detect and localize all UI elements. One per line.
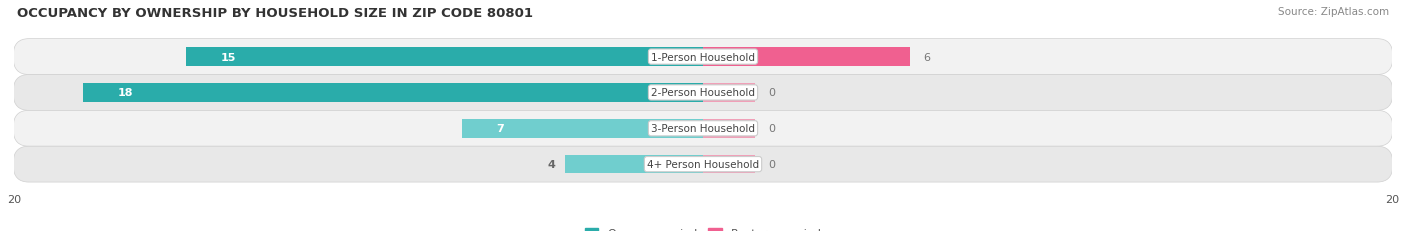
Text: OCCUPANCY BY OWNERSHIP BY HOUSEHOLD SIZE IN ZIP CODE 80801: OCCUPANCY BY OWNERSHIP BY HOUSEHOLD SIZE… [17, 7, 533, 20]
Text: 1-Person Household: 1-Person Household [651, 52, 755, 62]
Bar [186, 48, 703, 67]
Bar [565, 155, 703, 174]
Bar [703, 119, 755, 138]
Text: 15: 15 [221, 52, 236, 62]
Bar [461, 119, 703, 138]
FancyBboxPatch shape [14, 40, 1392, 75]
Text: 4: 4 [547, 159, 555, 169]
Text: 3-Person Household: 3-Person Household [651, 124, 755, 134]
Text: Source: ZipAtlas.com: Source: ZipAtlas.com [1278, 7, 1389, 17]
Text: 0: 0 [769, 159, 776, 169]
Text: 6: 6 [924, 52, 931, 62]
Bar [83, 84, 703, 102]
Legend: Owner-occupied, Renter-occupied: Owner-occupied, Renter-occupied [581, 223, 825, 231]
FancyBboxPatch shape [14, 111, 1392, 147]
Bar [703, 155, 755, 174]
FancyBboxPatch shape [14, 75, 1392, 111]
Text: 0: 0 [769, 124, 776, 134]
Text: 18: 18 [117, 88, 134, 98]
Bar [703, 84, 755, 102]
Text: 0: 0 [769, 88, 776, 98]
Text: 7: 7 [496, 124, 505, 134]
FancyBboxPatch shape [14, 147, 1392, 182]
Bar [703, 48, 910, 67]
Text: 4+ Person Household: 4+ Person Household [647, 159, 759, 169]
Text: 2-Person Household: 2-Person Household [651, 88, 755, 98]
